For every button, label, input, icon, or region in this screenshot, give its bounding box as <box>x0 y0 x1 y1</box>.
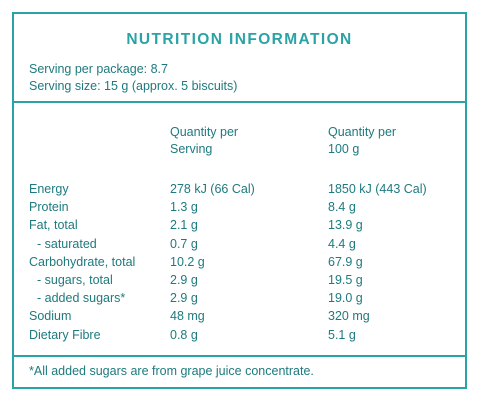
per-serving-value: 48 mg <box>170 309 205 324</box>
per-serving-value: 2.9 g <box>170 272 198 287</box>
table-row: - saturated 0.7 g 4.4 g <box>14 235 465 253</box>
nutrient-label: Protein <box>29 200 69 215</box>
header-per-100g-line2: 100 g <box>328 142 360 156</box>
nutrition-panel: NUTRITION INFORMATION Serving per packag… <box>12 12 467 389</box>
per-100g-value: 19.0 g <box>328 291 363 306</box>
table-row: Energy 278 kJ (66 Cal) 1850 kJ (443 Cal) <box>14 180 465 198</box>
per-serving-value: 10.2 g <box>170 254 205 269</box>
nutrient-label: - saturated <box>37 236 97 251</box>
per-serving-value: 2.9 g <box>170 291 198 306</box>
nutrient-label: Carbohydrate, total <box>29 254 136 269</box>
table-row: Sodium 48 mg 320 mg <box>14 307 465 325</box>
table-row: Fat, total 2.1 g 13.9 g <box>14 216 465 234</box>
per-100g-value: 67.9 g <box>328 254 363 269</box>
header-per-serving-line1: Quantity per <box>170 125 239 139</box>
table-row: Protein 1.3 g 8.4 g <box>14 198 465 216</box>
table-row: Dietary Fibre 0.8 g 5.1 g <box>14 326 465 344</box>
per-100g-value: 8.4 g <box>328 200 356 215</box>
per-100g-value: 1850 kJ (443 Cal) <box>328 182 427 196</box>
divider-bottom <box>14 355 465 357</box>
nutrient-label: Energy <box>29 182 69 196</box>
serving-size: Serving size: 15 g (approx. 5 biscuits) <box>29 79 238 93</box>
per-serving-value: 278 kJ (66 Cal) <box>170 182 255 196</box>
panel-title: NUTRITION INFORMATION <box>126 31 353 48</box>
footnote: *All added sugars are from grape juice c… <box>29 364 314 378</box>
header-per-100g: Quantity per 100 g <box>328 124 396 158</box>
nutrient-label: Dietary Fibre <box>29 327 101 342</box>
table-row: Carbohydrate, total 10.2 g 67.9 g <box>14 253 465 271</box>
per-serving-value: 2.1 g <box>170 218 198 233</box>
per-100g-value: 13.9 g <box>328 218 363 233</box>
per-serving-value: 0.8 g <box>170 327 198 342</box>
serving-per-package: Serving per package: 8.7 <box>29 62 168 76</box>
per-100g-value: 4.4 g <box>328 236 356 251</box>
table-row: - added sugars* 2.9 g 19.0 g <box>14 289 465 307</box>
nutrient-label: - added sugars* <box>37 291 126 306</box>
nutrient-label: Fat, total <box>29 218 78 233</box>
per-100g-value: 19.5 g <box>328 272 363 287</box>
serving-info: Serving per package: 8.7 Serving size: 1… <box>29 61 237 95</box>
per-serving-value: 1.3 g <box>170 200 198 215</box>
header-per-100g-line1: Quantity per <box>328 125 397 139</box>
per-100g-value: 5.1 g <box>328 327 356 342</box>
divider-top <box>14 101 465 103</box>
per-serving-value: 0.7 g <box>170 236 198 251</box>
nutrient-label: Sodium <box>29 309 72 324</box>
nutrient-label: - sugars, total <box>37 272 113 287</box>
nutrient-rows: Energy 278 kJ (66 Cal) 1850 kJ (443 Cal)… <box>14 180 465 344</box>
per-100g-value: 320 mg <box>328 309 370 324</box>
header-per-serving: Quantity per Serving <box>170 124 238 158</box>
table-row: - sugars, total 2.9 g 19.5 g <box>14 271 465 289</box>
header-per-serving-line2: Serving <box>170 142 213 156</box>
